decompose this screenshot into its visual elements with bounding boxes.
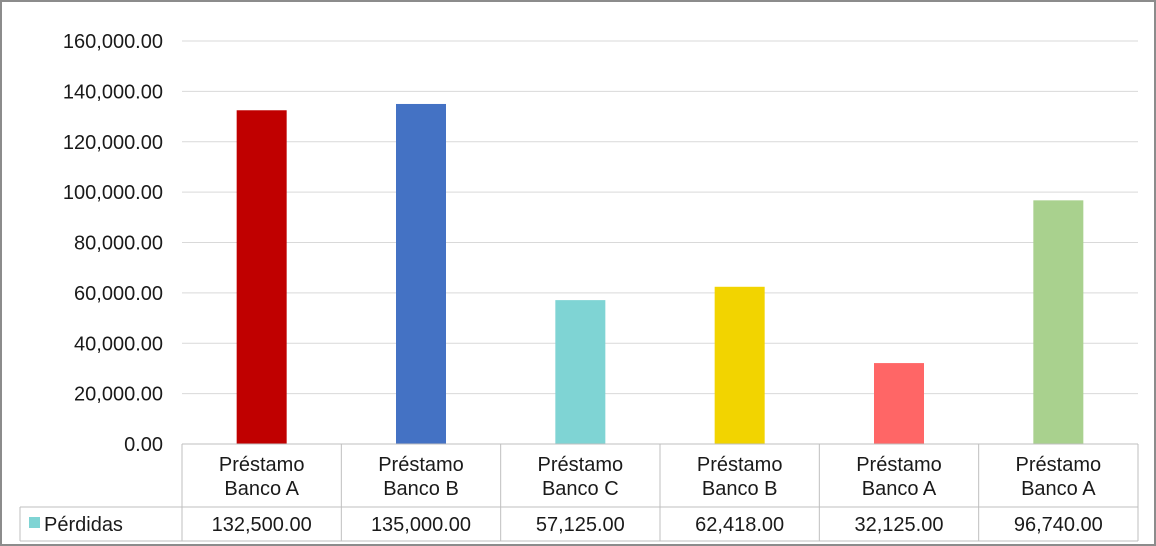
bar [1033,200,1084,444]
bar [874,363,924,444]
bar [714,286,765,444]
gridlines [182,40,1138,395]
y-axis: 0.00 20,000.00 40,000.00 60,000.00 80,000.00… [63,31,163,456]
value-label: 135,000.00 [371,514,471,536]
legend-label: Pérdidas [44,514,123,536]
bar [236,110,287,444]
category-label: Préstamo Banco A [856,454,942,500]
y-tick-label: 140,000.00 [63,81,163,103]
category-label: Préstamo Banco B [378,454,464,500]
y-tick-label: 160,000.00 [63,31,163,53]
y-tick-label: 40,000.00 [74,333,163,355]
bar [555,300,606,444]
legend-key [29,517,40,528]
category-label: Préstamo Banco A [1016,454,1102,500]
data-table: Préstamo Banco A Préstamo Banco B Préstamo Ba… [19,443,1139,542]
y-tick-label: 20,000.00 [74,384,163,406]
value-label: 57,125.00 [536,514,625,536]
y-tick-label: 0.00 [124,434,163,456]
value-label: 32,125.00 [855,514,944,536]
y-tick-label: 100,000.00 [63,182,163,204]
bar [396,103,446,444]
y-tick-label: 120,000.00 [63,132,163,154]
bars [236,103,1084,444]
value-label: 132,500.00 [212,514,312,536]
category-label: Préstamo Banco A [219,454,305,500]
value-label: 62,418.00 [695,514,784,536]
value-label: 96,740.00 [1014,514,1103,536]
category-label: Préstamo Banco C [538,454,624,500]
y-tick-label: 60,000.00 [74,283,163,305]
category-label: Préstamo Banco B [697,454,783,500]
y-tick-label: 80,000.00 [74,233,163,255]
